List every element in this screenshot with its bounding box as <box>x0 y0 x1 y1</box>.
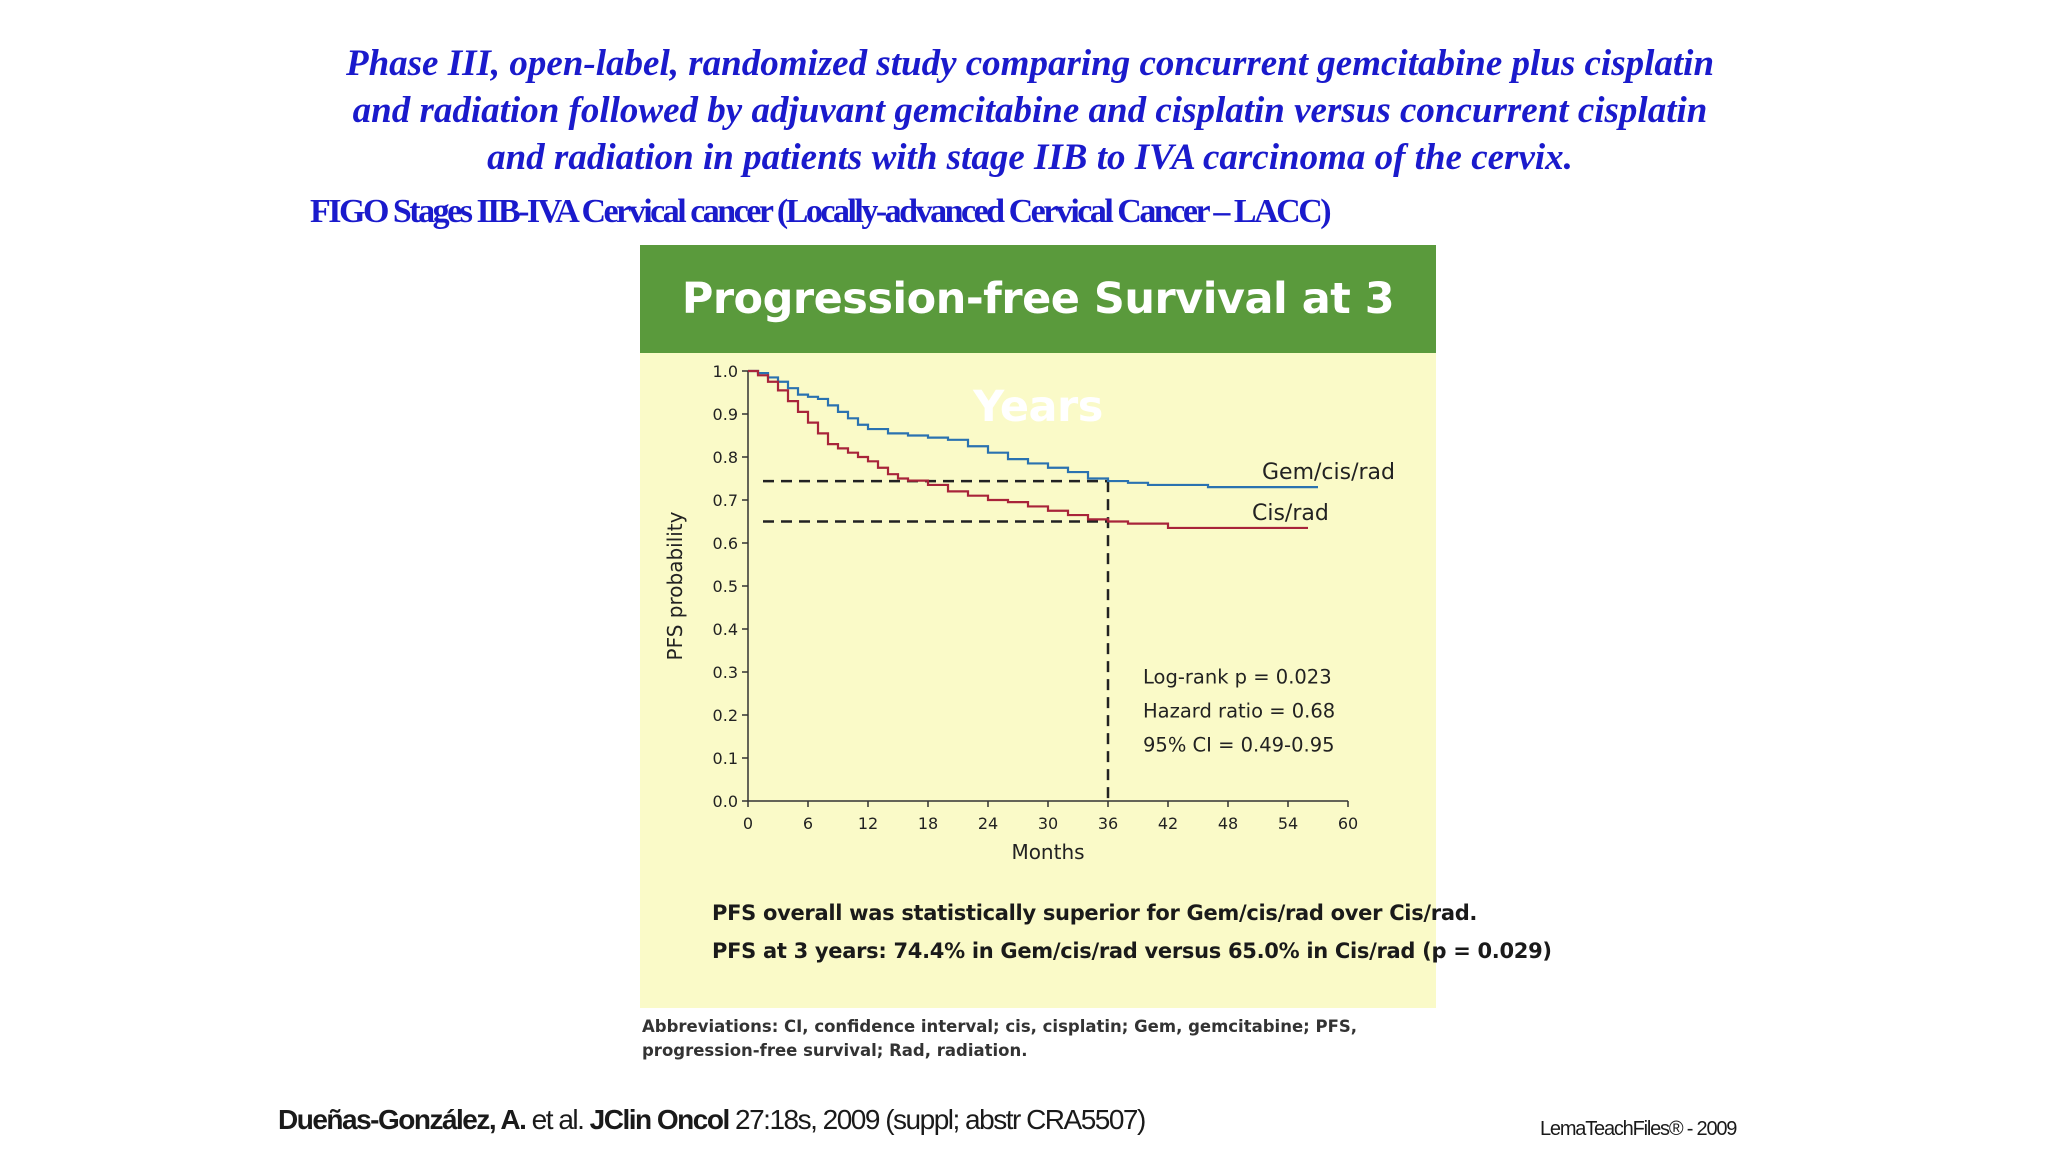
pfs-chart: 0.0 0.1 0.2 0.3 0.4 0.5 0.6 0.7 0.8 0.9 1.0 0 6 12 18 2… <box>663 362 1395 864</box>
series-line-cis-rad <box>748 369 1308 530</box>
x-tick-label: 18 <box>918 814 938 833</box>
credit-text: LemaTeachFiles® - 2009 <box>1540 1118 1737 1140</box>
y-tick-label: 1.0 <box>713 362 738 381</box>
x-axis-label: Months <box>1011 840 1084 864</box>
stat-annotation: Log-rank p = 0.023 <box>1143 666 1332 689</box>
y-tick-label: 0.7 <box>713 491 738 510</box>
figure: Progression-free Survival at 3 Years 0.0… <box>470 245 1552 1085</box>
pfs-note-3-years: PFS at 3 years: 74.4% in Gem/cis/rad ver… <box>712 939 1552 963</box>
x-tick-label: 30 <box>1038 814 1058 833</box>
y-tick-label: 0.8 <box>713 448 738 467</box>
y-tick-label: 0.3 <box>713 663 738 682</box>
pfs-note-overall: PFS overall was statistically superior f… <box>712 901 1478 925</box>
citation-etal: et al. <box>525 1104 590 1135</box>
chart-panel: Progression-free Survival at 3 Years 0.0… <box>640 245 1552 1008</box>
citation-journal: JClin Oncol <box>589 1104 731 1135</box>
y-tick-label: 0.9 <box>713 405 738 424</box>
citation-author: Dueñas-González, A. <box>278 1104 527 1135</box>
y-axis-label: PFS probability <box>663 511 687 660</box>
y-tick-label: 0.6 <box>713 534 738 553</box>
y-tick-label: 0.0 <box>713 792 738 811</box>
y-tick-label: 0.1 <box>713 749 738 768</box>
page-subtitle: FIGO Stages IIB-IVA Cervical cancer (Loc… <box>310 193 1332 230</box>
x-tick-label: 54 <box>1278 814 1298 833</box>
citation: Dueñas-González, A. et al. JClin Oncol 2… <box>278 1104 1146 1136</box>
y-tick-label: 0.2 <box>713 706 738 725</box>
title-line-1: Phase III, open-label, randomized study … <box>345 43 1715 84</box>
x-tick-label: 36 <box>1098 814 1118 833</box>
page-title: Phase III, open-label, randomized study … <box>300 40 1760 181</box>
stat-annotation: Hazard ratio = 0.68 <box>1143 700 1335 723</box>
title-line-3: and radiation in patients with stage IIB… <box>487 137 1573 178</box>
x-tick-label: 60 <box>1338 814 1358 833</box>
series-line-gem-cis-rad <box>748 369 1318 489</box>
abbreviations-text: Abbreviations: CI, confidence interval; … <box>642 1017 1357 1060</box>
citation-rest: 27:18s, 2009 (suppl; abstr CRA5507) <box>728 1104 1146 1135</box>
stat-annotation: 95% CI = 0.49-0.95 <box>1143 734 1335 757</box>
y-tick-label: 0.4 <box>713 620 738 639</box>
x-tick-label: 6 <box>803 814 813 833</box>
x-tick-label: 12 <box>858 814 878 833</box>
x-tick-label: 48 <box>1218 814 1238 833</box>
title-line-2: and radiation followed by adjuvant gemci… <box>352 90 1708 131</box>
y-tick-label: 0.5 <box>713 577 738 596</box>
x-tick-label: 0 <box>743 814 753 833</box>
chart-banner-title: Progression-free Survival at 3 Years <box>640 245 1436 432</box>
x-tick-label: 24 <box>978 814 998 833</box>
series-label: Cis/rad <box>1252 501 1329 526</box>
x-tick-label: 42 <box>1158 814 1178 833</box>
series-label: Gem/cis/rad <box>1262 460 1395 485</box>
